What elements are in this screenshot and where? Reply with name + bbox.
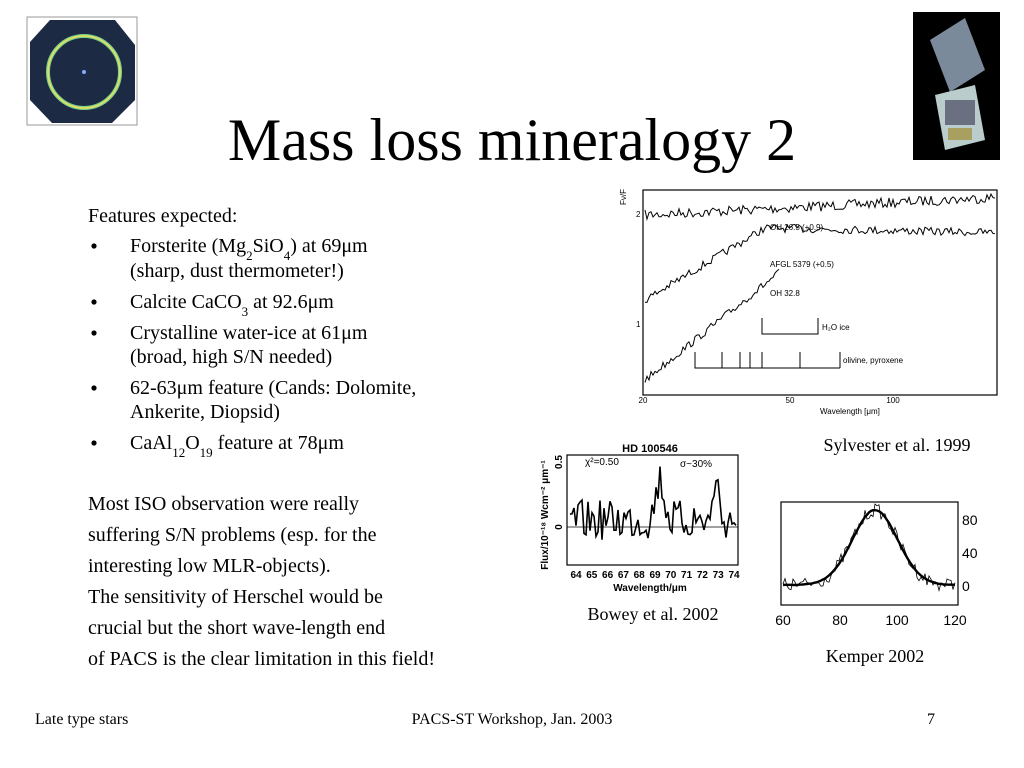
spectrum-curve [761, 318, 819, 335]
x-tick-label: 20 [639, 396, 648, 405]
subscript: 4 [284, 248, 291, 263]
subscript: 2 [246, 248, 253, 263]
y-tick-label: 0 [554, 524, 565, 530]
bullet-line: Forsterite (Mg2SiO4) at 69μm [130, 235, 368, 263]
text-run: feature at 78μm [213, 432, 345, 454]
figure-label: olivine, pyroxene [843, 356, 904, 365]
x-tick-label: 72 [697, 570, 709, 581]
paragraph-line: crucial but the short wave-length end [88, 617, 385, 639]
text-run: CaAl [130, 432, 173, 454]
bullet-dot [91, 299, 97, 305]
figure-frame [780, 501, 959, 606]
paragraph-line: suffering S/N problems (esp. for the [88, 524, 377, 546]
figure-label: Wavelength [μm] [820, 407, 880, 416]
spectrum-curve [694, 352, 841, 369]
x-tick-label: 68 [634, 570, 646, 581]
text-run: (sharp, dust thermometer!) [130, 260, 344, 282]
x-tick-label: 60 [775, 612, 791, 628]
text-run: 62-63μm feature (Cands: Dolomite, [130, 377, 416, 399]
text-run: Ankerite, Diopsid) [130, 401, 280, 423]
x-tick-label: 73 [713, 570, 725, 581]
x-tick-label: 74 [728, 570, 740, 581]
x-tick-label: 100 [886, 396, 900, 405]
bullet-line: Calcite CaCO3 at 92.6μm [130, 291, 334, 319]
text-run: Forsterite (Mg [130, 235, 246, 257]
figure-caption: Sylvester et al. 1999 [824, 435, 971, 455]
bullet-dot [91, 440, 97, 446]
y-tick-label: 40 [962, 545, 978, 561]
bullet-line: (broad, high S/N needed) [130, 346, 332, 368]
figure-label: χ²=0.50 [585, 457, 619, 468]
x-tick-label: 69 [649, 570, 661, 581]
x-tick-label: 80 [832, 612, 848, 628]
footer-center: PACS-ST Workshop, Jan. 2003 [412, 711, 613, 728]
figure-label: H₂O ice [822, 323, 850, 332]
figure-frame [566, 454, 739, 566]
y-tick-label: 1 [636, 320, 641, 329]
bullet-line: Ankerite, Diopsid) [130, 401, 280, 423]
paragraph-line: Most ISO observation were really [88, 493, 359, 515]
text-run: SiO [253, 235, 284, 257]
text-run: O [185, 432, 199, 454]
y-tick-label: 0.5 [554, 455, 565, 469]
spectrum-curve [644, 223, 996, 303]
x-tick-label: 70 [665, 570, 677, 581]
text-run: (broad, high S/N needed) [130, 346, 332, 368]
figure-label: HD 100546 [622, 443, 678, 455]
figure-label: Fν/F [619, 189, 628, 205]
figure-label: Flux/10⁻¹⁸ Wcm⁻² μm⁻¹ [540, 460, 551, 570]
spectrum-curve [782, 509, 956, 587]
bullet-dot [91, 385, 97, 391]
figure-frame [642, 189, 998, 396]
bullet-dot [91, 243, 97, 249]
x-tick-label: 71 [681, 570, 693, 581]
ring-image [26, 16, 138, 126]
figure-label: Wavelength/μm [613, 583, 687, 594]
bullet-line: Crystalline water-ice at 61μm [130, 322, 368, 344]
telescope-image [913, 12, 1000, 160]
bullet-dot [91, 330, 97, 336]
x-tick-label: 120 [943, 612, 967, 628]
spectrum-curve [569, 466, 737, 540]
figure-label: σ~30% [680, 459, 712, 470]
spectrum-curve [644, 269, 780, 383]
paragraph-line: of PACS is the clear limitation in this … [88, 648, 435, 670]
paragraph-line: The sensitivity of Herschel would be [88, 586, 383, 608]
subscript: 12 [172, 445, 185, 460]
y-tick-label: 0 [962, 578, 970, 594]
slide-title: Mass loss mineralogy 2 [228, 107, 796, 173]
figure-caption: Kemper 2002 [826, 646, 924, 666]
footer-right: 7 [927, 711, 935, 728]
bullet-line: (sharp, dust thermometer!) [130, 260, 344, 282]
paragraph-line: interesting low MLR-objects). [88, 555, 331, 577]
text-run: Crystalline water-ice at 61μm [130, 322, 368, 344]
text-run: ) at 69μm [290, 235, 368, 257]
text-run: Calcite CaCO [130, 291, 242, 313]
x-tick-label: 65 [586, 570, 598, 581]
y-tick-label: 2 [636, 210, 641, 219]
figure-caption: Bowey et al. 2002 [588, 604, 719, 624]
spectrum-curve [782, 503, 956, 592]
x-tick-label: 100 [885, 612, 909, 628]
figure-label: AFGL 5379 (+0.5) [770, 260, 834, 269]
x-tick-label: 50 [786, 396, 795, 405]
spectrum-curve [644, 192, 996, 222]
text-run: at 92.6μm [248, 291, 334, 313]
bullet-line: CaAl12O19 feature at 78μm [130, 432, 344, 460]
x-tick-label: 64 [570, 570, 582, 581]
x-tick-label: 67 [618, 570, 630, 581]
x-tick-label: 66 [602, 570, 614, 581]
figure-label: OH 32.8 [770, 289, 800, 298]
subscript: 19 [200, 445, 213, 460]
y-tick-label: 80 [962, 512, 978, 528]
footer-left: Late type stars [35, 711, 128, 728]
intro: Features expected: [88, 205, 237, 227]
bullet-line: 62-63μm feature (Cands: Dolomite, [130, 377, 416, 399]
figure-label: OH 26.5 (+0.9) [770, 223, 823, 232]
subscript: 3 [242, 304, 249, 319]
